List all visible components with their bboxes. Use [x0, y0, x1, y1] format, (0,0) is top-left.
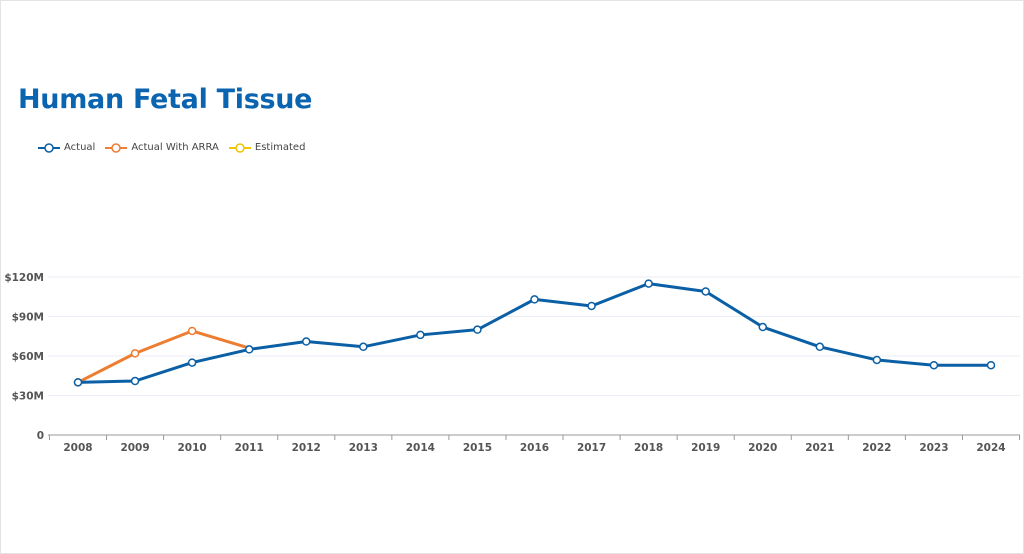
data-point: [986, 360, 996, 370]
y-tick-label: $30M: [12, 391, 44, 403]
x-tick-label: 2019: [691, 442, 720, 454]
data-point: [530, 295, 539, 304]
x-tick-label: 2020: [748, 442, 777, 454]
legend-marker-icon: [105, 142, 128, 153]
legend-item[interactable]: Actual With ARRA: [105, 142, 219, 153]
x-tick-label: 2012: [292, 442, 321, 454]
data-point: [929, 360, 939, 370]
data-point: [644, 279, 653, 288]
x-tick-label: 2015: [463, 442, 492, 454]
legend-item[interactable]: Actual: [38, 142, 95, 153]
data-point: [130, 376, 140, 386]
y-tick-label: $90M: [12, 312, 44, 324]
data-point: [587, 301, 596, 311]
series-line-actual-with-arra: [77, 329, 250, 384]
data-point: [758, 322, 767, 332]
x-tick-label: 2022: [862, 442, 891, 454]
x-tick-label: 2014: [406, 442, 435, 454]
data-point: [130, 349, 140, 358]
y-tick-label: $60M: [12, 351, 44, 363]
data-point: [302, 337, 311, 346]
x-tick-label: 2023: [919, 442, 948, 454]
x-tick-label: 2016: [520, 442, 549, 454]
x-tick-label: 2010: [178, 442, 207, 454]
legend-label: Actual With ARRA: [131, 142, 219, 153]
data-point: [416, 330, 425, 340]
data-point: [73, 378, 83, 387]
x-tick-label: 2024: [976, 442, 1005, 454]
data-point: [187, 326, 197, 336]
x-tick-label: 2009: [120, 442, 149, 454]
legend-label: Estimated: [254, 142, 306, 153]
x-tick-label: 2017: [577, 442, 606, 454]
x-tick-label: 2013: [349, 442, 378, 454]
legend: Actual Actual With ARRA Estimated: [38, 142, 305, 153]
data-point: [701, 287, 710, 296]
legend-label: Actual: [64, 142, 96, 153]
x-tick-label: 2011: [235, 442, 264, 454]
legend-marker-icon: [228, 142, 251, 153]
y-tick-label: 0: [37, 430, 44, 442]
data-point: [359, 342, 368, 352]
x-tick-label: 2018: [634, 442, 663, 454]
y-tick-label: $120M: [4, 272, 44, 284]
data-point: [244, 345, 254, 354]
data-point: [473, 325, 482, 334]
legend-marker-icon: [38, 142, 60, 153]
x-tick-label: 2021: [805, 442, 834, 454]
x-tick-label: 2008: [63, 442, 92, 454]
chart-title: Human Fetal Tissue: [18, 84, 313, 115]
data-point: [815, 342, 825, 352]
data-point: [187, 358, 197, 367]
data-point: [872, 355, 882, 365]
legend-item[interactable]: Estimated: [228, 142, 306, 153]
